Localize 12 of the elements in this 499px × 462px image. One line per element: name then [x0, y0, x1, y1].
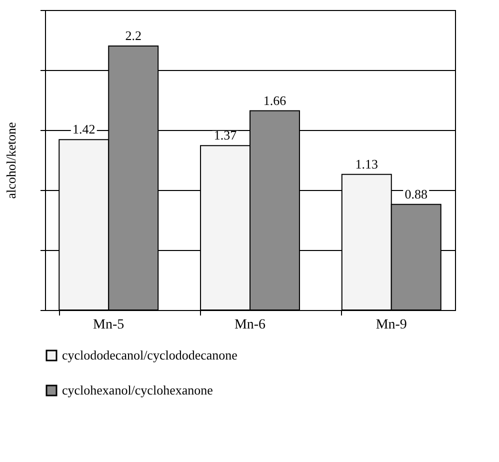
data-label: 1.42 — [72, 122, 96, 137]
legend-label: cyclododecanol/cyclododecanone — [62, 348, 238, 362]
legend-label: cyclohexanol/cyclohexanone — [62, 382, 214, 398]
data-label: 2.2 — [125, 28, 142, 43]
x-tick-label: Mn-6 — [234, 318, 266, 332]
x-tick-label: Mn-5 — [93, 318, 124, 332]
data-label: 0.88 — [404, 186, 428, 202]
x-tick-label: Mn-9 — [376, 318, 407, 332]
data-label: 1.66 — [263, 92, 287, 108]
data-label: 1.37 — [214, 128, 238, 143]
y-axis-title: alcohol/ketone — [4, 122, 18, 199]
data-label: 1.13 — [355, 156, 378, 172]
